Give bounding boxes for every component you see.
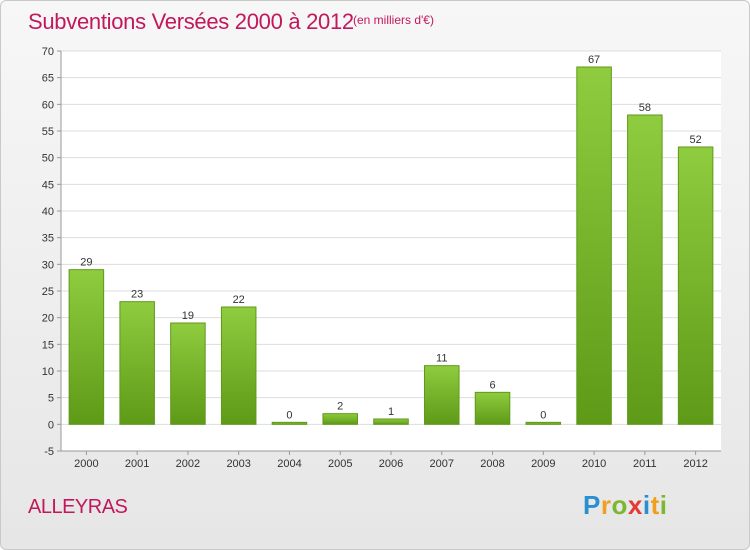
x-tick-label: 2008 (480, 458, 504, 470)
y-tick-label: 25 (42, 286, 54, 298)
bar (525, 421, 562, 425)
x-tick-label: 2003 (226, 458, 250, 470)
commune-name: ALLEYRAS (28, 496, 128, 518)
y-tick-label: 45 (42, 179, 54, 191)
data-label: 11 (436, 353, 447, 365)
bar (424, 365, 460, 425)
logo-letter: P (583, 490, 601, 520)
data-label: 22 (233, 294, 245, 306)
bar (322, 413, 358, 425)
x-tick-label: 2000 (74, 458, 98, 470)
bar (119, 301, 155, 425)
data-label: 2 (337, 401, 343, 413)
y-tick-label: 0 (48, 419, 54, 431)
bar (576, 66, 612, 425)
bar (627, 114, 663, 425)
bar (271, 421, 308, 425)
x-tick-label: 2002 (176, 458, 200, 470)
bar (373, 418, 409, 425)
proxiti-logo: Proxiti (583, 490, 667, 521)
chart-unit-note: (en milliers d'€) (353, 13, 434, 27)
data-label: 6 (489, 379, 495, 391)
x-tick-label: 2007 (430, 458, 454, 470)
y-tick-label: 55 (42, 126, 54, 138)
data-label: 58 (639, 102, 651, 114)
bar (170, 322, 206, 425)
y-tick-label: 60 (42, 99, 54, 111)
x-axis-ticks: 2000 2001 2002 2003 2004 2005 2006 2007 2008 2009… (74, 451, 708, 470)
bar (677, 146, 714, 425)
data-label: 19 (182, 310, 194, 322)
y-tick-label: 5 (48, 393, 54, 405)
y-tick-label: 65 (42, 73, 54, 85)
y-tick-label: 50 (42, 153, 54, 165)
x-tick-label: 2009 (531, 458, 555, 470)
y-tick-label: 20 (42, 313, 54, 325)
y-tick-label: 10 (42, 366, 54, 378)
x-tick-label: 2005 (328, 458, 352, 470)
y-tick-label: 40 (42, 206, 54, 218)
logo-letter: x (627, 490, 643, 520)
logo-letter: i (642, 490, 651, 520)
bar (474, 391, 511, 425)
y-tick-label: 15 (42, 339, 54, 351)
logo-letter: r (600, 490, 612, 520)
logo-letter: i (659, 490, 668, 520)
x-tick-label: 2012 (683, 458, 707, 470)
logo-letter: o (611, 490, 628, 520)
x-tick-label: 2010 (582, 458, 606, 470)
data-label: 23 (131, 289, 143, 301)
y-axis-ticks: -5 0 5 10 15 20 25 30 35 40 45 50 55 60 65 70 (42, 46, 61, 458)
x-tick-label: 2004 (277, 458, 301, 470)
bar (68, 269, 105, 425)
y-tick-label: 30 (42, 259, 54, 271)
bars (68, 66, 714, 425)
data-label: 67 (588, 54, 600, 66)
data-label: 0 (540, 409, 546, 421)
data-label: 29 (80, 257, 92, 269)
x-tick-label: 2001 (125, 458, 149, 470)
data-label: 1 (388, 406, 394, 418)
x-tick-label: 2011 (633, 458, 657, 470)
x-tick-label: 2006 (379, 458, 403, 470)
chart-title: Subventions Versées 2000 à 2012 (28, 9, 354, 34)
bar (220, 306, 257, 425)
y-tick-label: -5 (44, 446, 54, 458)
plot-area (61, 51, 721, 451)
data-label: 0 (286, 409, 292, 421)
y-tick-label: 35 (42, 233, 54, 245)
logo-letter: t (650, 490, 660, 520)
data-label: 52 (689, 134, 701, 146)
y-tick-label: 70 (42, 46, 54, 58)
